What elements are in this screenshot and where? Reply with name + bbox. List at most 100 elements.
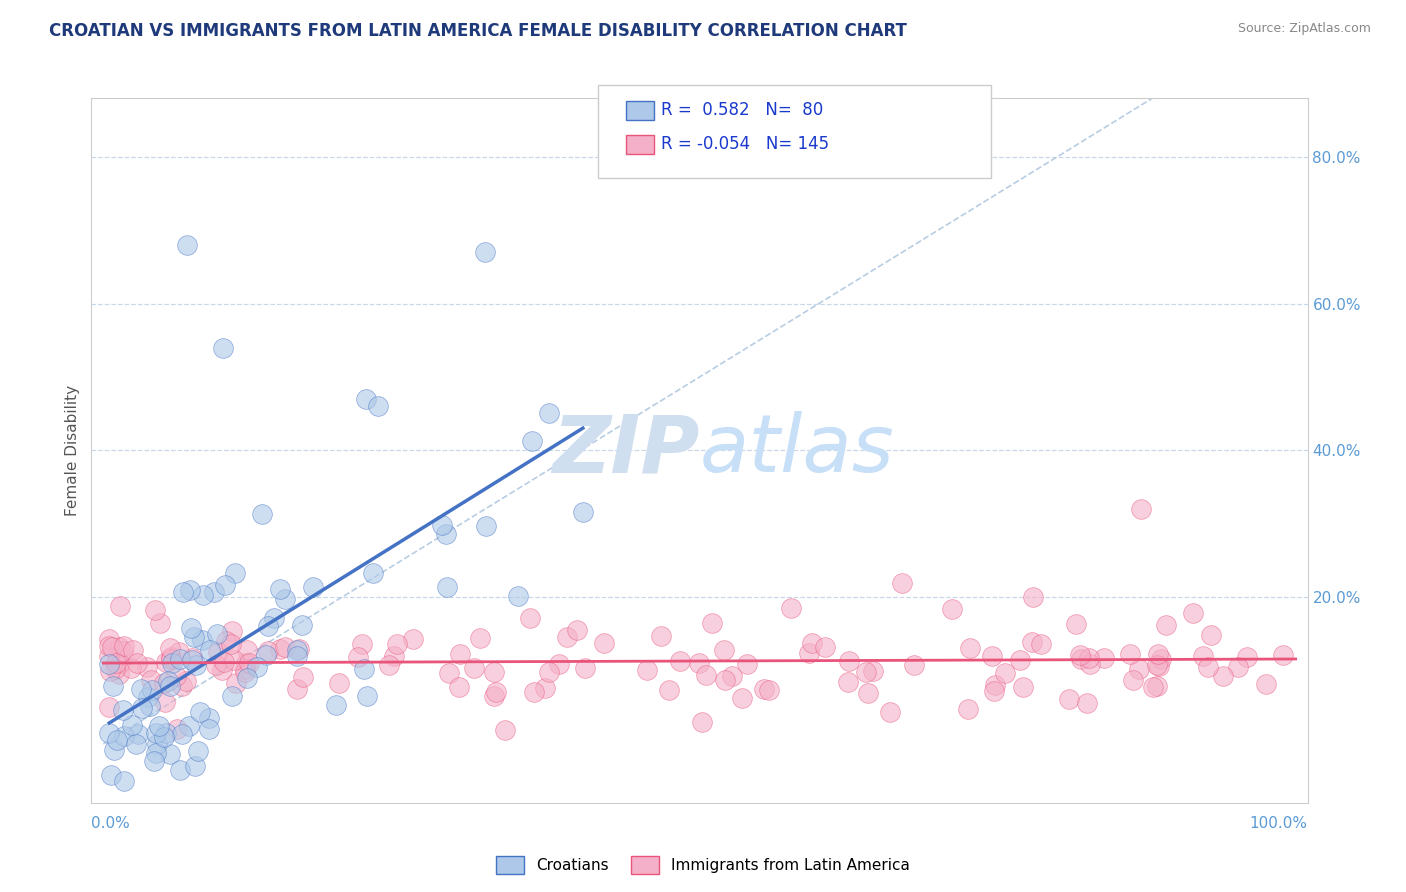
Point <box>202 584 225 599</box>
Point <box>212 655 235 669</box>
Point <box>449 648 471 662</box>
Text: ZIP: ZIP <box>553 411 699 490</box>
Point <box>862 664 884 678</box>
Point <box>136 660 159 674</box>
Point <box>292 670 315 684</box>
Point <box>165 669 187 683</box>
Point <box>1029 637 1052 651</box>
Point <box>214 578 236 592</box>
Point <box>482 665 505 680</box>
Point <box>658 683 681 698</box>
Point <box>981 649 1004 664</box>
Text: atlas: atlas <box>699 411 894 490</box>
Point <box>138 699 160 714</box>
Point <box>287 641 309 656</box>
Point <box>169 652 191 666</box>
Point <box>187 744 209 758</box>
Point <box>112 773 135 788</box>
Point <box>245 659 267 673</box>
Point <box>198 643 221 657</box>
Point <box>149 615 172 630</box>
Point <box>714 673 737 687</box>
Point <box>236 643 259 657</box>
Point <box>269 582 291 597</box>
Point <box>1181 606 1204 620</box>
Point <box>700 615 723 630</box>
Point <box>211 663 233 677</box>
Point <box>169 763 191 777</box>
Y-axis label: Female Disability: Female Disability <box>65 384 80 516</box>
Point <box>449 680 471 694</box>
Point <box>1146 679 1168 693</box>
Point <box>1271 648 1294 663</box>
Point <box>225 676 247 690</box>
Point <box>121 642 143 657</box>
Point <box>437 665 460 680</box>
Point <box>1057 692 1080 706</box>
Point <box>263 611 285 625</box>
Point <box>519 611 541 625</box>
Point <box>537 406 560 420</box>
Point <box>994 666 1017 681</box>
Point <box>797 646 820 660</box>
Point <box>1076 696 1098 710</box>
Point <box>731 691 754 706</box>
Point <box>148 718 170 732</box>
Point <box>688 656 710 670</box>
Point <box>98 699 121 714</box>
Point <box>758 682 780 697</box>
Point <box>98 664 121 678</box>
Point <box>567 624 589 638</box>
Point <box>1199 627 1222 641</box>
Point <box>858 686 880 700</box>
Point <box>254 648 277 663</box>
Point <box>166 723 188 737</box>
Point <box>800 636 823 650</box>
Point <box>636 663 658 677</box>
Point <box>984 678 1007 692</box>
Point <box>112 639 135 653</box>
Point <box>233 665 256 680</box>
Point <box>537 665 560 680</box>
Point <box>353 661 375 675</box>
Point <box>98 632 121 647</box>
Point <box>125 737 148 751</box>
Point <box>522 434 544 448</box>
Point <box>669 655 692 669</box>
Point <box>983 684 1005 698</box>
Point <box>100 768 122 782</box>
Point <box>572 505 595 519</box>
Point <box>494 723 516 737</box>
Point <box>221 689 243 703</box>
Point <box>367 400 389 414</box>
Point <box>291 618 314 632</box>
Point <box>957 702 980 716</box>
Point <box>432 517 454 532</box>
Point <box>593 635 616 649</box>
Point <box>1197 660 1219 674</box>
Point <box>112 703 135 717</box>
Point <box>350 637 373 651</box>
Point <box>145 747 167 761</box>
Point <box>98 725 121 739</box>
Text: CROATIAN VS IMMIGRANTS FROM LATIN AMERICA FEMALE DISABILITY CORRELATION CHART: CROATIAN VS IMMIGRANTS FROM LATIN AMERIC… <box>49 22 907 40</box>
Point <box>274 591 297 606</box>
Point <box>136 690 159 704</box>
Point <box>285 643 308 657</box>
Point <box>1129 502 1152 516</box>
Point <box>1154 618 1177 632</box>
Point <box>328 676 350 690</box>
Point <box>191 632 214 647</box>
Point <box>105 733 128 747</box>
Point <box>159 747 181 761</box>
Point <box>735 657 758 671</box>
Point <box>285 682 308 697</box>
Point <box>219 637 242 651</box>
Point <box>891 575 914 590</box>
Point <box>107 666 129 681</box>
Point <box>256 619 278 633</box>
Point <box>256 644 278 658</box>
Point <box>959 641 981 656</box>
Point <box>111 643 134 657</box>
Text: 0.0%: 0.0% <box>91 816 131 831</box>
